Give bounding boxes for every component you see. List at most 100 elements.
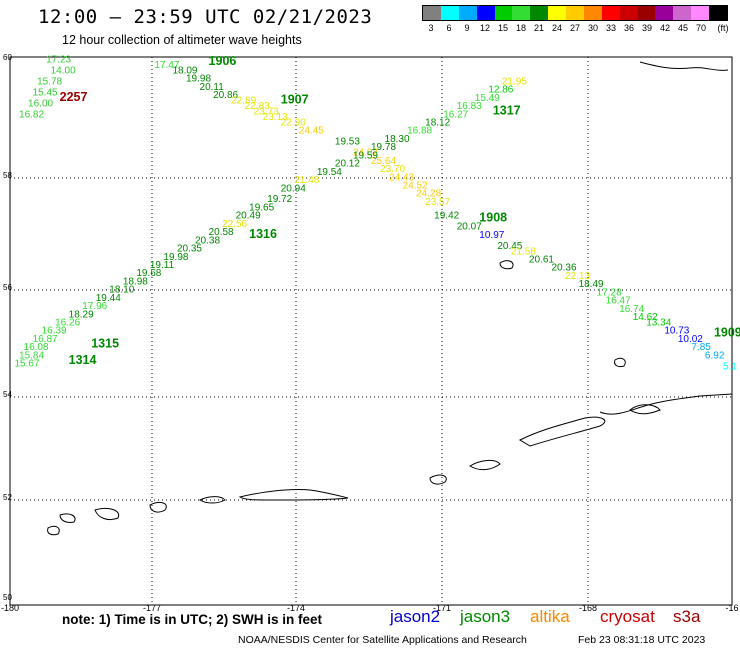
swh-point-label: 20.38 [195,235,220,246]
swh-point-label: 15.78 [37,76,62,87]
swh-point-label: 14.00 [51,65,76,76]
lon-tick-label: -180 [1,603,19,613]
swh-point-label: 20.07 [457,222,482,233]
swh-point-label: 18.12 [425,118,450,129]
swh-point-label: 24.52 [403,181,428,192]
swh-point-label: 20.12 [335,159,360,170]
swh-point-label: 20.49 [236,211,261,222]
lon-tick-label: -16 [725,603,738,613]
legend-swatch [423,6,441,20]
coastline-segment [47,525,60,536]
swh-point-label: 10.73 [664,326,689,337]
swh-point-label: 16.26 [55,318,80,329]
swh-point-label: 24.45 [299,126,324,137]
swh-point-label: 24.43 [389,172,414,183]
coastline-segment [238,489,349,501]
lon-tick-label: -171 [433,603,451,613]
swh-point-label: 19.59 [353,150,378,161]
legend-label: 18 [515,23,527,33]
legend-label: 27 [569,23,581,33]
swh-point-label: 12.86 [488,85,513,96]
swh-point-label: 18.29 [69,309,94,320]
swh-point-label: 24.28 [416,189,441,200]
swh-point-label: 18.09 [172,65,197,76]
legend-label: 6 [446,23,452,33]
lat-tick-label: 56 [3,283,12,292]
swh-point-label: 17.96 [82,301,107,312]
swh-point-label: 19.78 [371,142,396,153]
swh-point-label: 16.00 [28,98,53,109]
swh-point-label: 21.95 [502,76,527,87]
coastline-segment [499,260,514,270]
pass-id-label: 2257 [60,90,88,104]
lat-tick-label: 58 [3,171,12,180]
swh-point-label: 18.30 [385,134,410,145]
legend-label: 15 [497,23,509,33]
footer-note: note: 1) Time is in UTC; 2) SWH is in fe… [62,612,323,627]
swh-point-label: 20.36 [552,263,577,274]
lat-tick-label: 52 [3,493,12,502]
pass-id-label: 1316 [249,227,277,241]
swh-point-label: 6.92 [705,350,725,361]
legend-altika: altika [530,607,570,626]
graticule [10,57,732,605]
swh-point-label: 19.98 [186,74,211,85]
pass-id-label: 1909 [714,325,740,339]
coastline-segment [199,496,226,504]
swh-point-label: 19.72 [267,194,292,205]
swh-point-label: 25.64 [371,156,396,167]
swh-point-label: 22.89 [231,96,256,107]
legend-swatch [619,6,638,20]
swh-point-label: 15.67 [15,359,40,370]
legend-swatch [476,6,495,20]
coastline-segment [518,416,606,447]
swh-point-label: 22.90 [281,118,306,129]
pass-id-label: 1907 [281,93,309,107]
legend-label: 36 [623,23,635,33]
pass-labels: 1906 1907 1317 1316 1908 1909 1315 1314 2257 [60,54,740,367]
legend-swatch [601,6,620,20]
legend-swatch [530,6,549,20]
swh-tracks: 17.4718.0919.9820.1120.8622.8922.8323.73… [15,54,738,372]
legend-swatch [440,6,459,20]
legend-label: 70 [695,23,707,33]
lon-tick-label: -177 [143,603,161,613]
swh-point-label: 19.98 [163,252,188,263]
legend-swatch [691,6,709,20]
swh-point-label: 24.02 [353,148,378,159]
swh-point-label: 17.28 [597,287,622,298]
map-title: 12:00 – 23:59 UTC 02/21/2023 [38,6,373,28]
pass-id-label: 1906 [209,54,237,68]
swh-point-label: 19.44 [96,293,121,304]
swh-point-label: 21.58 [511,246,536,257]
legend-label: 39 [641,23,653,33]
swh-point-label: 15.45 [33,87,58,98]
coastline [47,61,733,536]
swh-point-label: 20.11 [200,82,225,93]
legend-swatch [548,6,566,20]
swh-point-label: 10.02 [678,334,703,345]
legend-swatch [709,6,727,20]
swh-point-label: 18.10 [109,285,134,296]
swh-point-label: 23.73 [254,107,279,118]
lon-tick-label: -168 [579,603,597,613]
swh-point-label: 19.68 [136,268,161,279]
swh-point-label: 19.53 [335,137,360,148]
legend-swatch [512,6,531,20]
swh-point-label: 19.11 [150,260,175,271]
swh-point-label: 15.84 [19,350,44,361]
legend-label: (ft) [717,23,729,33]
legend-label: 21 [533,23,545,33]
coastline-segment [149,502,167,513]
coastline-segment [639,61,729,71]
lat-tick-label: 60 [3,53,12,62]
axis-labels: -180 -177 -174 -171 -168 -16 60 58 56 54 52 50 [1,53,739,613]
swh-point-label: 16.74 [619,304,644,315]
swh-point-label: 16.39 [42,326,67,337]
swh-point-label: 17.23 [46,54,71,65]
swh-point-label: 18.49 [579,279,604,290]
lat-tick-label: 54 [3,390,12,399]
legend-jason2: jason2 [390,607,441,626]
swh-point-label: 22.56 [222,219,247,230]
